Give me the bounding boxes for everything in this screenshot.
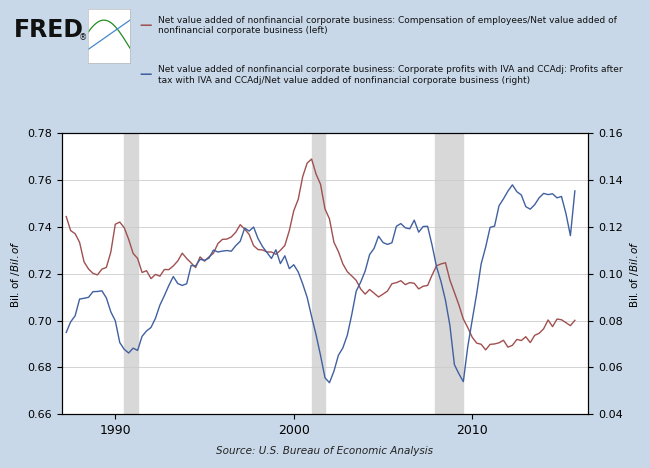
Text: Source: U.S. Bureau of Economic Analysis: Source: U.S. Bureau of Economic Analysis bbox=[216, 446, 434, 456]
Text: Net value added of nonfinancial corporate business: Compensation of employees/Ne: Net value added of nonfinancial corporat… bbox=[158, 16, 617, 36]
Text: —: — bbox=[140, 68, 152, 81]
Bar bbox=[124, 133, 138, 414]
Bar bbox=[435, 133, 463, 414]
Text: Net value added of nonfinancial corporate business: Corporate profits with IVA a: Net value added of nonfinancial corporat… bbox=[158, 65, 623, 85]
Bar bbox=[311, 133, 325, 414]
Text: —: — bbox=[140, 19, 152, 32]
Y-axis label: Bil. of $/Bil. of $: Bil. of $/Bil. of $ bbox=[8, 240, 21, 307]
Text: ®: ® bbox=[79, 33, 88, 42]
Text: FRED: FRED bbox=[14, 18, 84, 43]
Y-axis label: Bil. of $/Bil. of $: Bil. of $/Bil. of $ bbox=[629, 240, 642, 307]
